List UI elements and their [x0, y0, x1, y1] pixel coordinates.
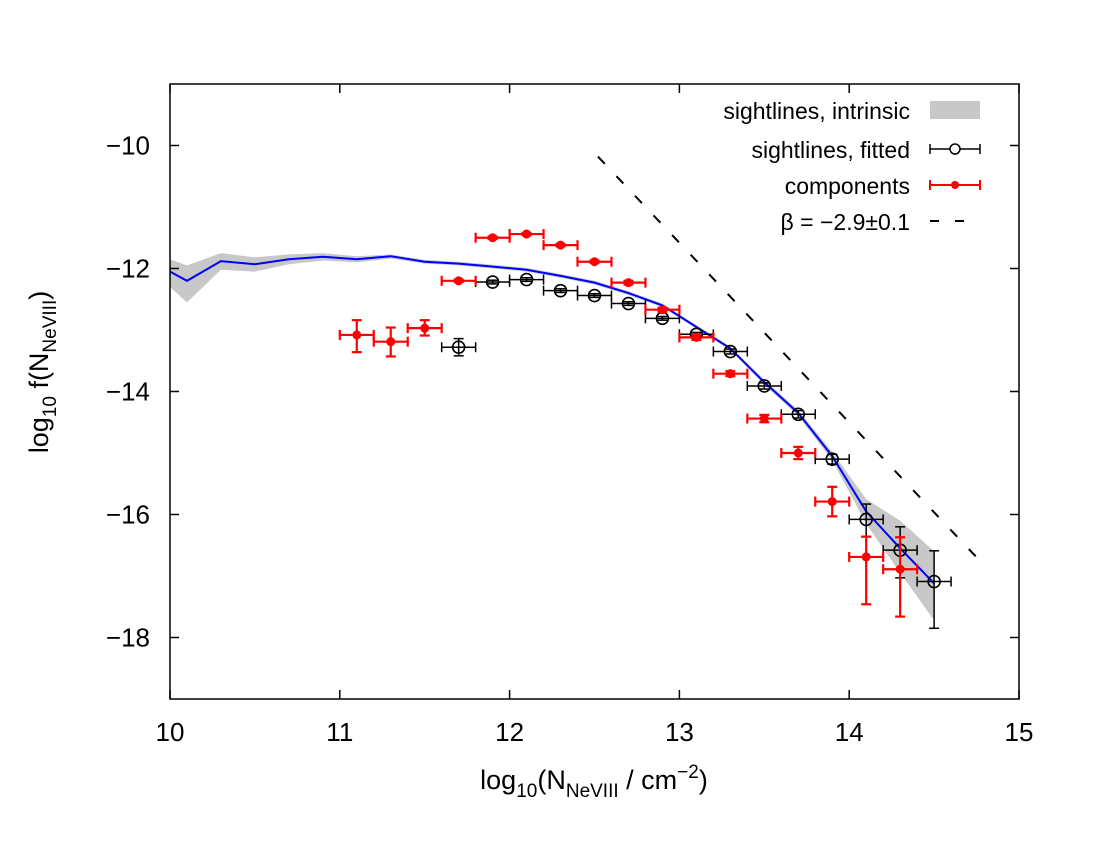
data-point — [440, 275, 477, 286]
y-tick-label: −12 — [106, 254, 150, 284]
y-tick-label: −14 — [106, 377, 150, 407]
plot-area — [170, 155, 986, 630]
data-point — [576, 288, 613, 303]
components-points — [338, 229, 919, 618]
data-point — [916, 550, 952, 630]
legend: sightlines, intrinsic sightlines, fitted… — [723, 98, 981, 235]
x-tick-label: 11 — [326, 717, 353, 747]
data-point — [338, 319, 375, 354]
data-point — [542, 240, 579, 251]
data-point — [712, 344, 749, 359]
data-point — [814, 452, 850, 466]
x-tick-label: 10 — [156, 717, 185, 747]
legend-entry-components: components — [785, 173, 981, 199]
data-point — [508, 229, 545, 240]
x-tick-label: 13 — [665, 717, 694, 747]
legend-entry-fitted: sightlines, fitted — [751, 137, 981, 163]
svg-text:β = −2.9±0.1: β = −2.9±0.1 — [781, 209, 910, 235]
data-point — [576, 256, 613, 267]
data-point — [814, 485, 851, 518]
x-tick-label: 12 — [495, 717, 524, 747]
filled-circle-marker-icon — [951, 181, 959, 189]
data-point — [746, 413, 783, 424]
legend-band-swatch — [930, 101, 980, 119]
data-point — [678, 332, 715, 343]
data-point — [644, 304, 681, 315]
y-axis-label: log10 f(NNeVIII) — [24, 291, 61, 453]
x-tick-label: 15 — [1005, 717, 1034, 747]
data-point — [610, 296, 647, 311]
y-tick-label: −16 — [106, 500, 150, 530]
data-point — [406, 319, 443, 337]
y-axis-ticks: −10 −12 −14 −16 −18 — [106, 131, 1019, 653]
x-tick-label: 14 — [835, 717, 864, 747]
data-point — [508, 272, 545, 287]
svg-text:components: components — [785, 173, 910, 199]
y-tick-label: −18 — [106, 623, 150, 653]
data-point — [610, 277, 647, 288]
data-point — [746, 379, 783, 393]
legend-entry-intrinsic: sightlines, intrinsic — [723, 98, 980, 124]
x-axis-label: log10(NNeVIII / cm−2) — [480, 762, 708, 802]
x-axis-ticks: 10 11 12 13 14 15 — [156, 84, 1034, 747]
data-point — [712, 368, 749, 379]
svg-text:sightlines, fitted: sightlines, fitted — [751, 137, 910, 163]
data-point — [848, 535, 885, 606]
data-point — [848, 503, 884, 538]
data-point — [372, 326, 409, 358]
data-point — [440, 337, 477, 357]
open-circle-marker-icon — [949, 143, 961, 155]
data-point — [780, 445, 817, 461]
svg-text:sightlines, intrinsic: sightlines, intrinsic — [723, 98, 910, 124]
data-point — [882, 536, 919, 618]
intrinsic-line — [170, 255, 935, 585]
y-tick-label: −10 — [106, 131, 150, 161]
legend-entry-powerlaw: β = −2.9±0.1 — [781, 209, 980, 235]
